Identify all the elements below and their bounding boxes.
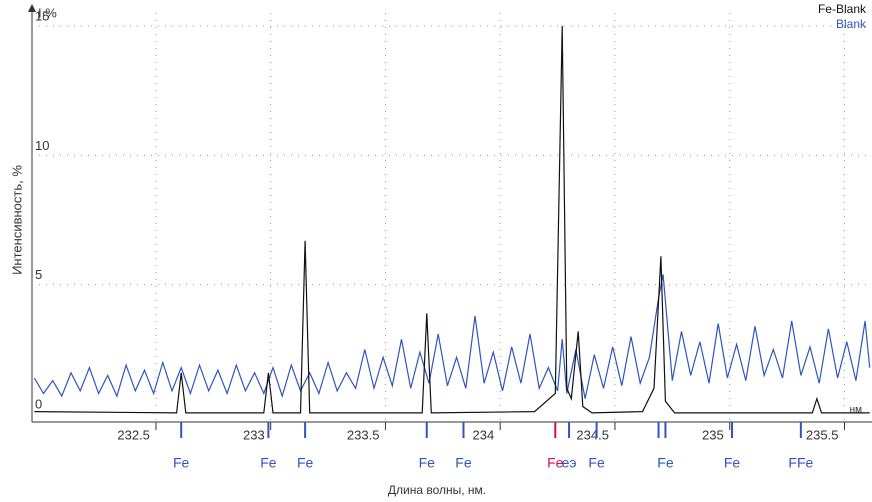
element-label: Fe: [455, 455, 472, 471]
y-tick-label: 15: [35, 8, 49, 23]
element-label: FFe: [788, 455, 813, 471]
x-tick-label: 234.5: [576, 427, 609, 442]
legend-entry: Blank: [836, 17, 867, 31]
element-label: Fe: [260, 455, 277, 471]
y-unit-label: I,%: [38, 5, 57, 20]
x-tick-label: 232.5: [117, 427, 150, 442]
x-tick-label: 233.5: [347, 427, 380, 442]
y-axis-title: Интенсивность, %: [9, 165, 24, 275]
x-tick-label: 235: [702, 427, 724, 442]
element-label: eэ: [562, 455, 577, 471]
x-unit-label: нм: [850, 405, 863, 416]
element-label: Fe: [419, 455, 436, 471]
x-tick-label: 235.5: [806, 427, 839, 442]
series-line: [33, 274, 871, 399]
x-tick-label: 233: [243, 427, 265, 442]
element-label: Fe: [588, 455, 605, 471]
element-label: Fe: [724, 455, 741, 471]
x-axis-title: Длина волны, нм.: [388, 483, 486, 497]
legend-entry: Fe-Blank: [818, 2, 867, 16]
x-tick-label: 234: [472, 427, 494, 442]
y-axis-arrow: [28, 4, 36, 12]
element-label: Fe: [297, 455, 314, 471]
y-tick-label: 10: [35, 138, 49, 153]
element-label: Fe: [657, 455, 674, 471]
y-tick-label: 5: [35, 267, 42, 282]
element-label: Fe: [173, 455, 190, 471]
series-line: [34, 25, 870, 414]
element-label: Fe: [547, 455, 564, 471]
y-tick-label: 0: [35, 397, 42, 412]
